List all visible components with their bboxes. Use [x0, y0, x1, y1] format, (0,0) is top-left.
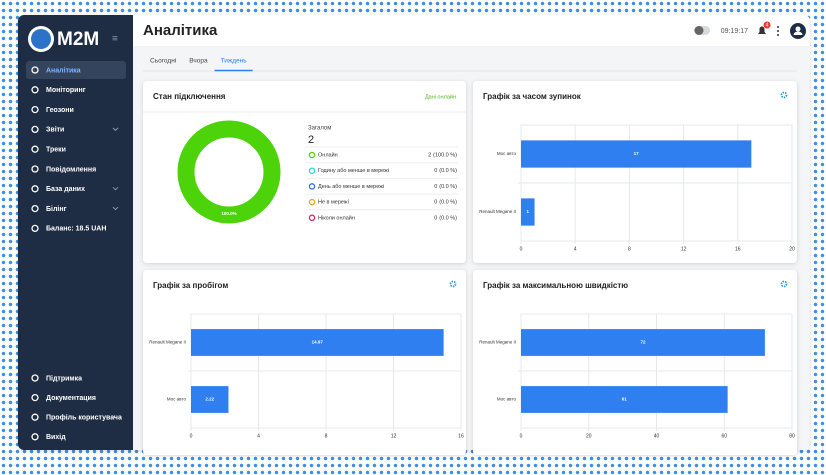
- status-count: 0: [434, 200, 437, 206]
- status-share: (0.0 %): [439, 168, 457, 174]
- bar-value: 72: [640, 340, 646, 345]
- status-share: (0.0 %): [439, 215, 457, 221]
- card-title: Стан підключення: [153, 92, 226, 101]
- status-count: 0: [434, 168, 437, 174]
- status-label: День або менше в мережі: [318, 184, 384, 190]
- status-share: (100.0 %): [433, 152, 457, 158]
- y-tick-label: Мос авто: [167, 397, 187, 402]
- bar-value: 14.97: [312, 340, 324, 345]
- donut-label: 100.0%: [221, 211, 236, 216]
- status-count: 2: [428, 152, 431, 158]
- status-share: (0.0 %): [439, 184, 457, 190]
- status-label: Онлайн: [318, 151, 338, 158]
- tab[interactable]: Вчора: [189, 58, 208, 65]
- x-tick-label: 60: [721, 433, 727, 439]
- x-tick-label: 20: [586, 433, 592, 439]
- avatar-head: [796, 27, 801, 32]
- menu-toggle[interactable]: ≡: [112, 34, 118, 45]
- status-label: Годину або менше в мережі: [318, 168, 389, 174]
- bottom-clip: [18, 450, 810, 475]
- y-tick-label: Renault Megane II: [479, 340, 516, 345]
- menu-item[interactable]: Білінг: [46, 205, 67, 213]
- menu-item[interactable]: Підтримка: [46, 374, 82, 382]
- x-tick-label: 0: [190, 433, 193, 439]
- x-tick-label: 12: [391, 433, 397, 439]
- menu-item[interactable]: Геозони: [46, 107, 74, 114]
- y-tick-label: Мос авто: [497, 397, 517, 402]
- x-tick-label: 8: [628, 246, 631, 252]
- total-label: Загалом: [308, 126, 331, 132]
- x-tick-label: 8: [325, 433, 328, 439]
- status-label: Ніколи онлайн: [318, 214, 355, 221]
- menu-item[interactable]: Моніторинг: [46, 86, 86, 94]
- x-tick-label: 12: [681, 246, 687, 252]
- x-tick-label: 40: [654, 433, 660, 439]
- x-tick-label: 4: [574, 246, 577, 252]
- menu-item[interactable]: Аналітика: [46, 66, 81, 74]
- page-title: Аналітика: [143, 22, 218, 39]
- menu-item[interactable]: База даних: [46, 186, 85, 193]
- x-tick-label: 4: [257, 433, 260, 439]
- card: [473, 270, 797, 455]
- status-count: 0: [434, 215, 437, 221]
- menu-item[interactable]: Документация: [46, 395, 96, 402]
- y-tick-label: Мос авто: [497, 151, 517, 156]
- bar-value: 61: [622, 397, 628, 402]
- menu-item[interactable]: Треки: [46, 147, 66, 154]
- menu-item[interactable]: Баланс: 18.5 UAH: [46, 226, 106, 233]
- menu-item[interactable]: Профіль користувача: [46, 414, 122, 422]
- bar-value: 2.22: [205, 397, 214, 402]
- total-value: 2: [308, 134, 314, 146]
- x-tick-label: 0: [520, 246, 523, 252]
- x-tick-label: 0: [520, 433, 523, 439]
- clock: 09:19:17: [721, 28, 748, 35]
- chart-title: Графік за пробігом: [153, 281, 228, 290]
- status-count: 0: [434, 184, 437, 190]
- more-menu[interactable]: [777, 26, 779, 36]
- card: [473, 81, 797, 263]
- y-tick-label: Renault Megane II: [149, 340, 186, 345]
- x-tick-label: 16: [735, 246, 741, 252]
- chart-title: Графік за часом зупинок: [483, 92, 582, 101]
- status-label: Не в мережі: [318, 200, 349, 206]
- tab[interactable]: Сьогодні: [150, 57, 176, 65]
- bar-value: 17: [634, 151, 640, 156]
- status-share: (0.0 %): [439, 200, 457, 206]
- x-tick-label: 16: [458, 433, 464, 439]
- tab[interactable]: Тиждень: [221, 58, 248, 65]
- logo-text: M2M: [57, 29, 99, 50]
- x-tick-label: 80: [789, 433, 795, 439]
- chart-title: Графік за максимальною швидкістю: [483, 281, 628, 290]
- menu-item[interactable]: Повідомлення: [46, 165, 96, 173]
- y-tick-label: Renault Megane II: [479, 209, 516, 214]
- badge-count: 4: [766, 23, 769, 29]
- logo-globe: [31, 29, 51, 49]
- toggle-knob: [695, 26, 704, 35]
- menu-item[interactable]: Вихід: [46, 433, 66, 441]
- menu-item[interactable]: Звіти: [46, 126, 64, 134]
- x-tick-label: 20: [789, 246, 795, 252]
- card-link[interactable]: Дані онлайн: [425, 93, 456, 100]
